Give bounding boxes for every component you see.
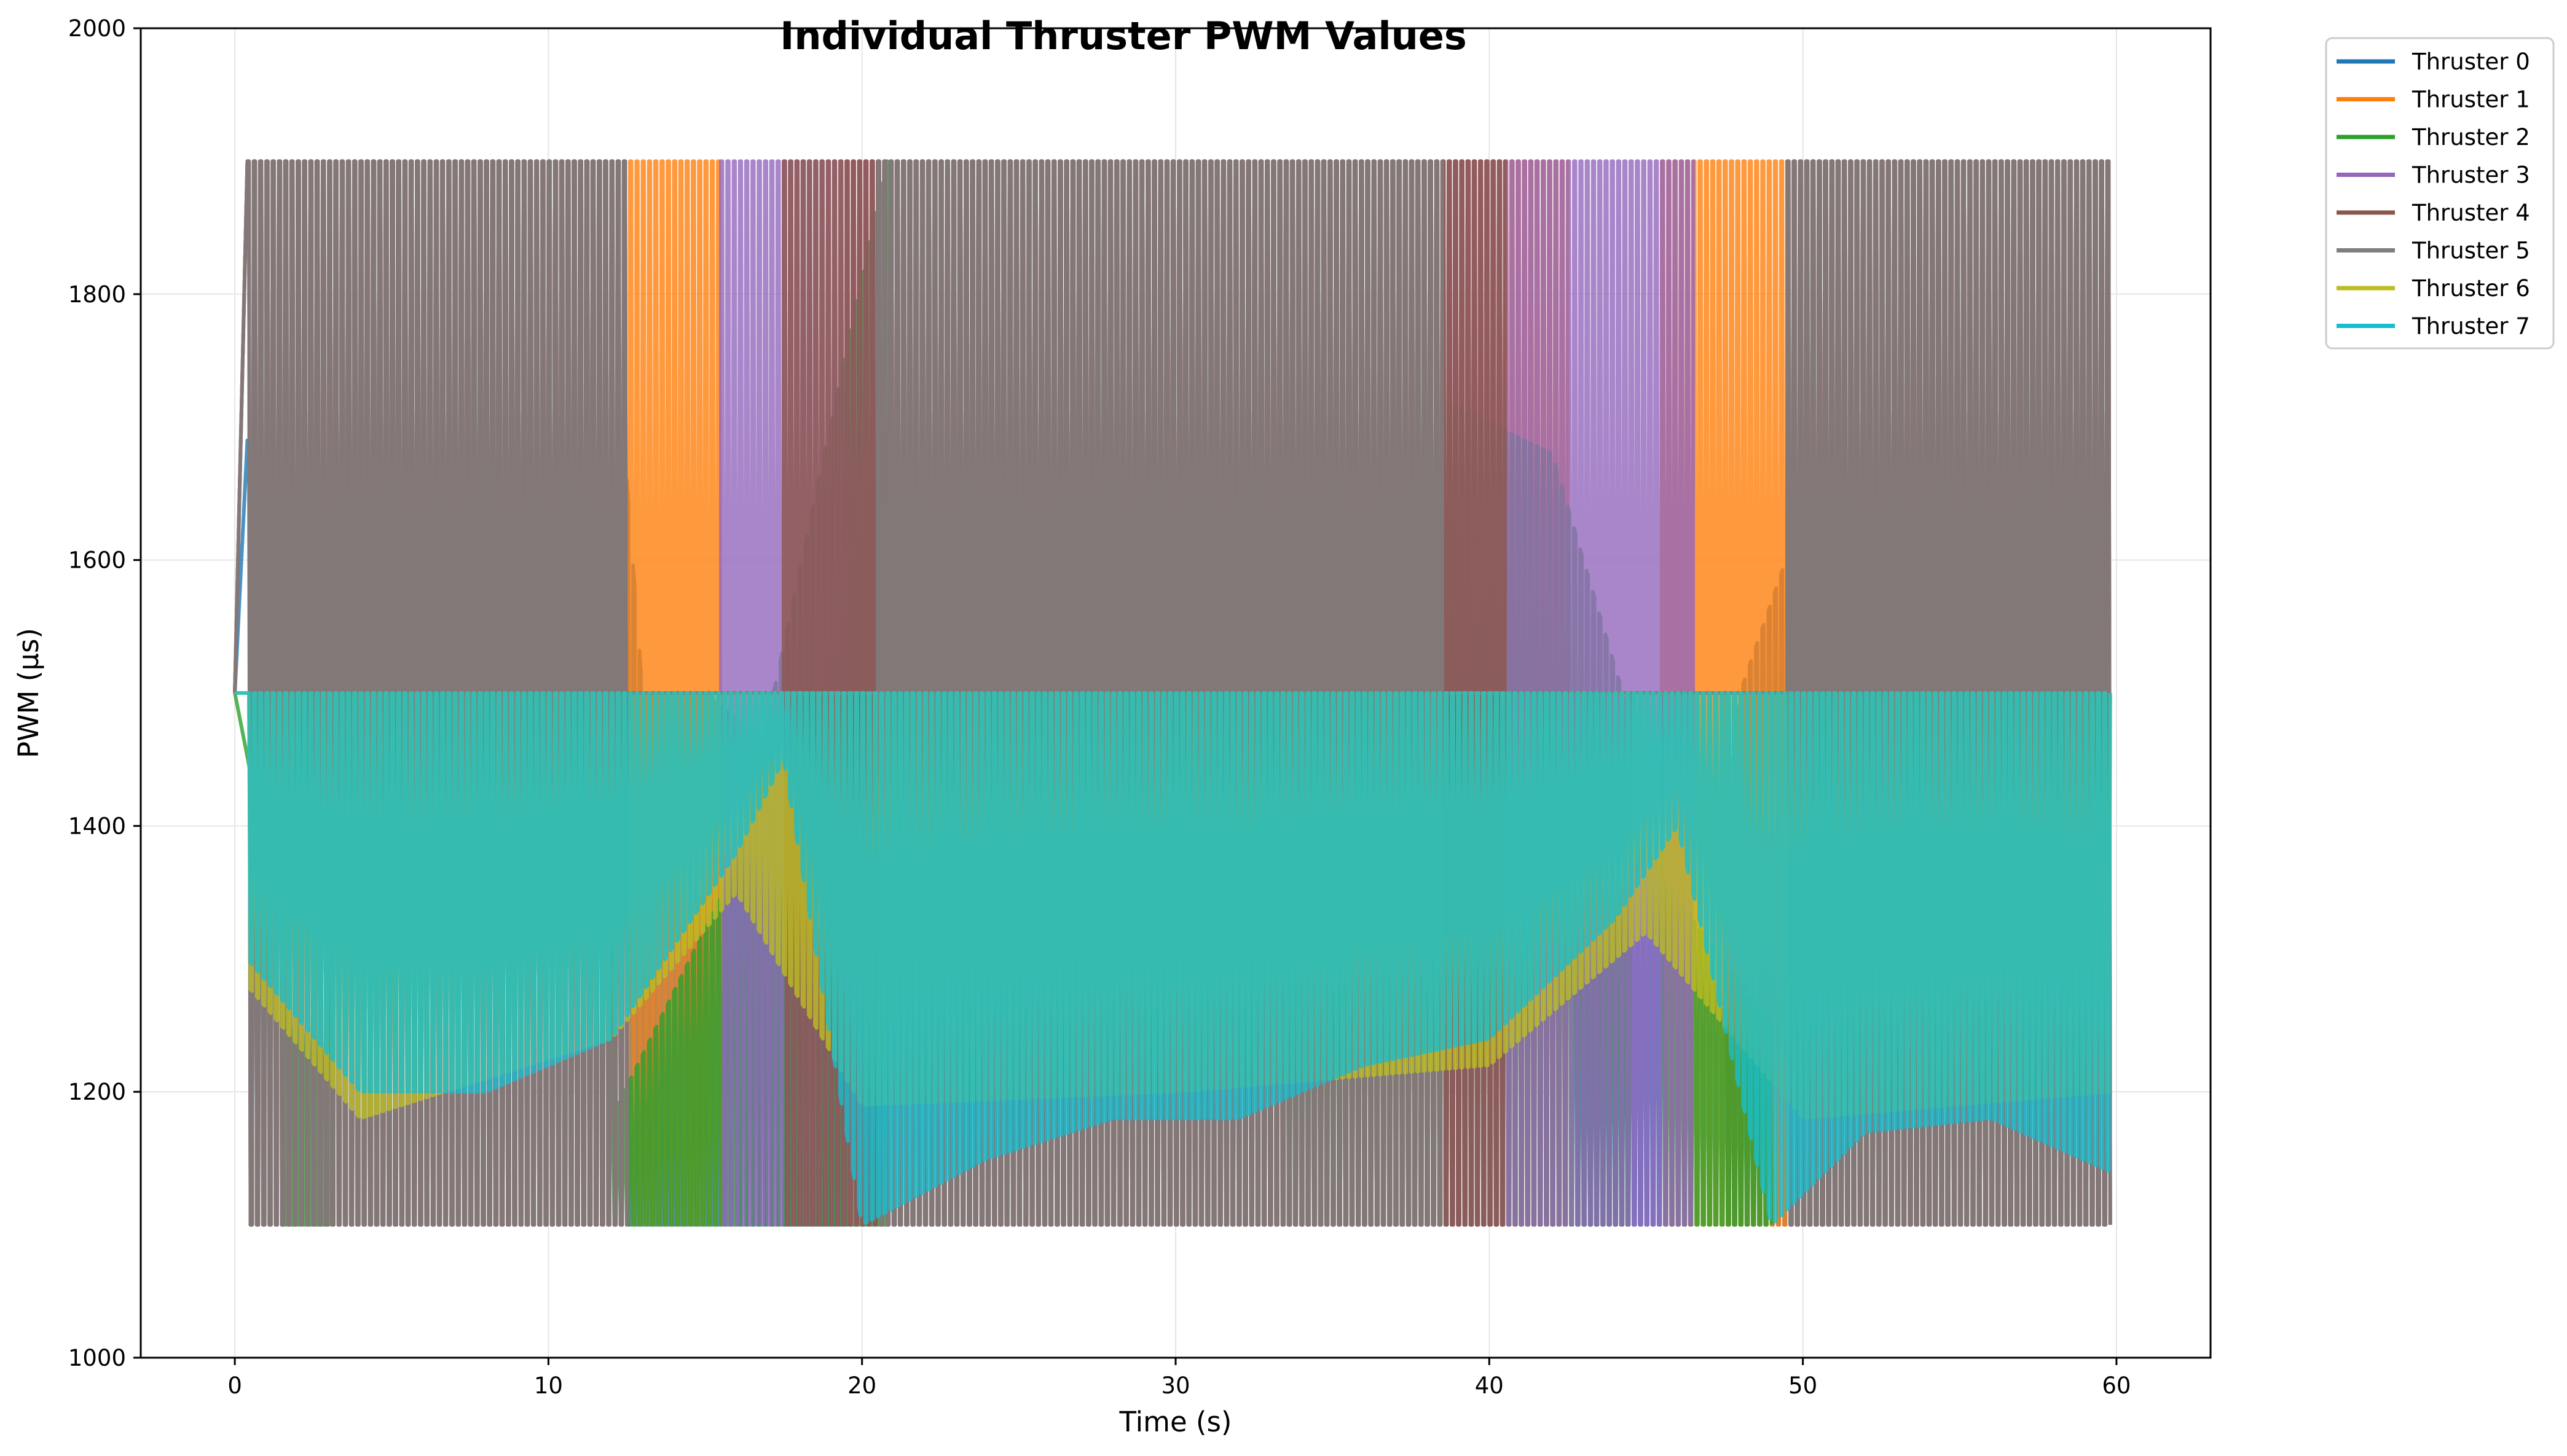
legend-box [2325,37,2555,350]
y-tick-label: 1000 [68,1345,126,1371]
y-axis: 1000 1200 1400 1600 1800 2000 [68,15,141,1371]
x-tick-label: 20 [847,1372,876,1399]
chart-title: Individual Thruster PWM Values [780,14,1466,58]
legend-label-thruster-7: Thruster 7 [2412,313,2530,340]
x-tick-label: 60 [2102,1372,2131,1399]
x-tick-label: 30 [1161,1372,1190,1399]
legend-label-thruster-4: Thruster 4 [2412,200,2530,226]
legend-label-thruster-6: Thruster 6 [2412,275,2530,302]
legend-label-thruster-0: Thruster 0 [2412,49,2530,75]
x-tick-label: 10 [534,1372,563,1399]
series-line-thruster-7 [235,691,2112,1225]
x-axis: 0 10 20 30 40 50 60 [227,1358,2131,1399]
x-tick-label: 50 [1788,1372,1817,1399]
legend-label-thruster-1: Thruster 1 [2412,87,2530,113]
x-tick-label: 40 [1475,1372,1504,1399]
y-tick-label: 1400 [68,813,126,839]
x-axis-label: Time (s) [1119,1406,1232,1438]
legend-label-thruster-3: Thruster 3 [2412,162,2530,189]
y-tick-label: 1600 [68,547,126,574]
legend: Thruster 0 Thruster 1 Thruster 2 Thruster 3… [2325,37,2555,350]
x-tick-label: 0 [227,1372,242,1399]
legend-label-thruster-2: Thruster 2 [2412,124,2530,151]
plot-area [233,159,2112,1227]
y-tick-label: 1800 [68,281,126,308]
legend-label-thruster-5: Thruster 5 [2412,238,2530,264]
y-tick-label: 2000 [68,15,126,42]
series-layer [233,159,2112,1227]
y-axis-label: PWM (µs) [12,628,45,758]
y-tick-label: 1200 [68,1079,126,1105]
